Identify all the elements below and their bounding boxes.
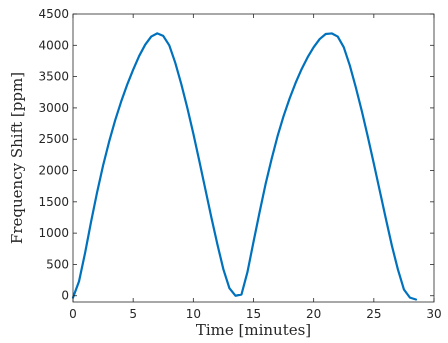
y-axis: 0 500 1000 1500 2000 2500 3000 3500 4000 4500 bbox=[38, 7, 434, 303]
axes-frame bbox=[72, 13, 435, 303]
x-tick-label: 0 bbox=[69, 307, 77, 321]
y-tick-label: 500 bbox=[46, 257, 69, 271]
x-axis: 0 5 10 15 20 25 30 bbox=[69, 14, 442, 321]
y-tick-label: 1000 bbox=[38, 226, 69, 240]
x-tick-label: 20 bbox=[306, 307, 321, 321]
y-tick-label: 3000 bbox=[38, 101, 69, 115]
x-tick-label: 15 bbox=[246, 307, 261, 321]
y-tick-label: 0 bbox=[61, 289, 69, 303]
plot-area bbox=[71, 32, 418, 301]
y-tick-label: 4500 bbox=[38, 7, 69, 21]
y-tick-label: 1500 bbox=[38, 195, 69, 209]
y-tick-label: 2000 bbox=[38, 164, 69, 178]
y-tick-label: 3500 bbox=[38, 70, 69, 84]
y-tick-label: 4000 bbox=[38, 38, 69, 52]
x-tick-label: 30 bbox=[426, 307, 441, 321]
y-tick-label: 2500 bbox=[38, 132, 69, 146]
y-axis-label: Frequency Shift [ppm] bbox=[8, 72, 26, 244]
x-tick-label: 25 bbox=[366, 307, 381, 321]
x-axis-label: Time [minutes] bbox=[196, 321, 311, 339]
x-tick-label: 5 bbox=[129, 307, 137, 321]
series-line bbox=[71, 32, 418, 301]
x-tick-label: 10 bbox=[186, 307, 201, 321]
